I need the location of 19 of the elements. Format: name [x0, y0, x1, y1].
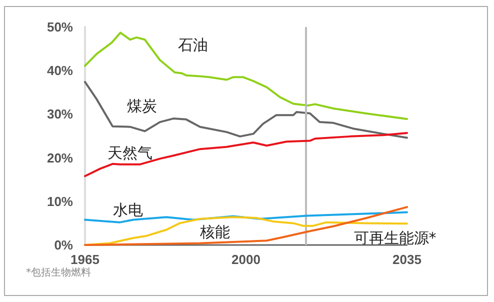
y-tick-label: 40%: [46, 63, 74, 78]
y-tick-label: 0%: [54, 238, 74, 252]
x-tick-label: 2000: [232, 252, 260, 267]
text: *包括生物燃料: [26, 266, 91, 278]
series-label: 核能: [199, 223, 230, 241]
y-tick-label: 50%: [46, 20, 74, 34]
series-label: 石油: [178, 36, 208, 54]
y-tick-label: 30%: [46, 106, 74, 122]
y-tick-label: 10%: [46, 194, 74, 209]
x-tick-label: 1965: [70, 252, 100, 267]
line-series: [84, 80, 408, 139]
line-series: [84, 132, 408, 178]
line-series: [84, 32, 408, 120]
series-label: 可再生能源*: [354, 229, 437, 247]
series-label: 天然气: [108, 144, 152, 162]
x-tick-label: 2035: [392, 252, 422, 267]
y-tick-label: 20%: [46, 150, 74, 166]
series-label: 水电: [113, 201, 143, 219]
series-label: 煤炭: [127, 97, 157, 115]
